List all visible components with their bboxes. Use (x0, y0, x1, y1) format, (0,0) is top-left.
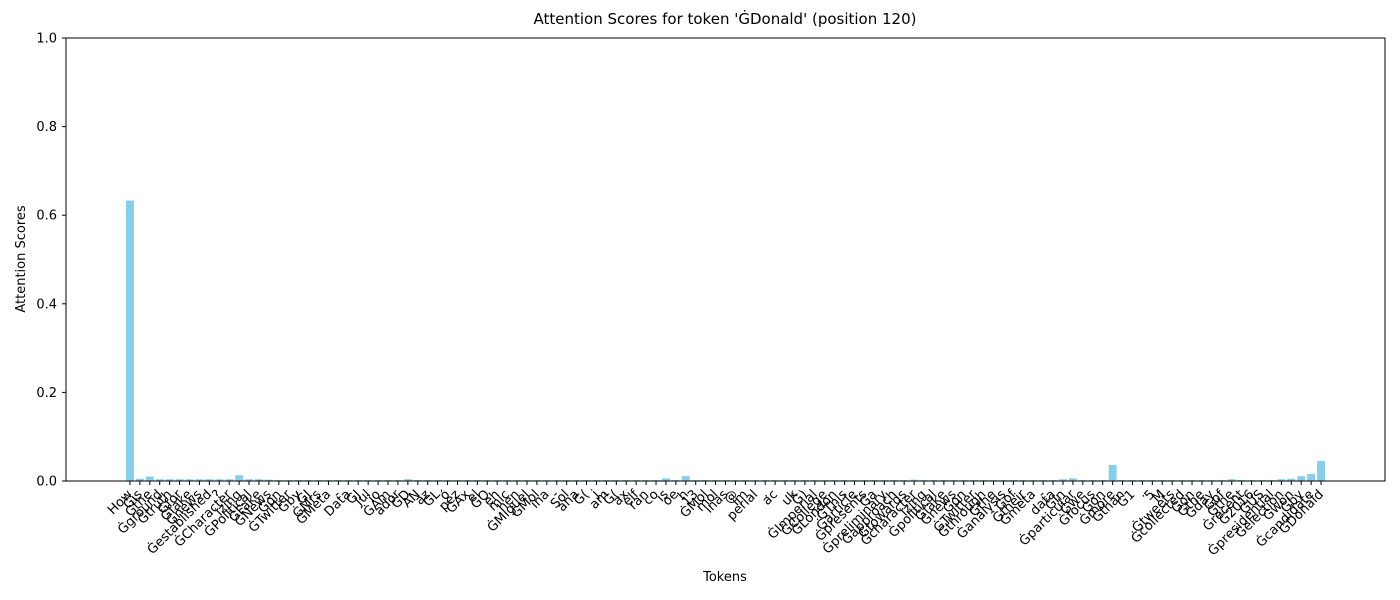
bar (910, 479, 919, 481)
y-tick-label: 0.2 (36, 386, 57, 401)
bar (205, 479, 214, 481)
bar (254, 479, 263, 481)
bar (681, 476, 690, 481)
bar (215, 479, 224, 481)
y-tick-label: 0.4 (36, 297, 57, 312)
bar (1297, 476, 1306, 481)
bar (1227, 479, 1236, 481)
bar (1059, 479, 1067, 481)
bar (165, 479, 174, 481)
plot-frame (65, 37, 1386, 482)
bar (264, 479, 273, 481)
bar (175, 479, 184, 481)
bar (185, 479, 194, 481)
bar (245, 479, 254, 481)
bar (1068, 478, 1077, 481)
y-axis-label: Attention Scores (14, 205, 29, 313)
bar (1317, 461, 1326, 481)
bar (661, 478, 670, 481)
bar (195, 479, 204, 481)
bar (1287, 478, 1296, 481)
chart-title: Attention Scores for token 'ĠDonald' (po… (534, 9, 917, 28)
y-tick-label: 1.0 (36, 32, 57, 47)
x-axis-label: Tokens (702, 570, 747, 585)
bar (1307, 473, 1316, 481)
bar (125, 200, 134, 481)
y-tick-label: 0.0 (36, 475, 57, 490)
bar (145, 476, 154, 481)
bar (1277, 479, 1286, 481)
bar (225, 479, 234, 481)
bar (135, 478, 144, 481)
bar (403, 479, 412, 481)
bar (1108, 465, 1117, 481)
y-tick-label: 0.6 (36, 209, 57, 224)
bar (235, 475, 244, 481)
bar (155, 479, 164, 481)
y-tick-label: 0.8 (36, 120, 57, 135)
